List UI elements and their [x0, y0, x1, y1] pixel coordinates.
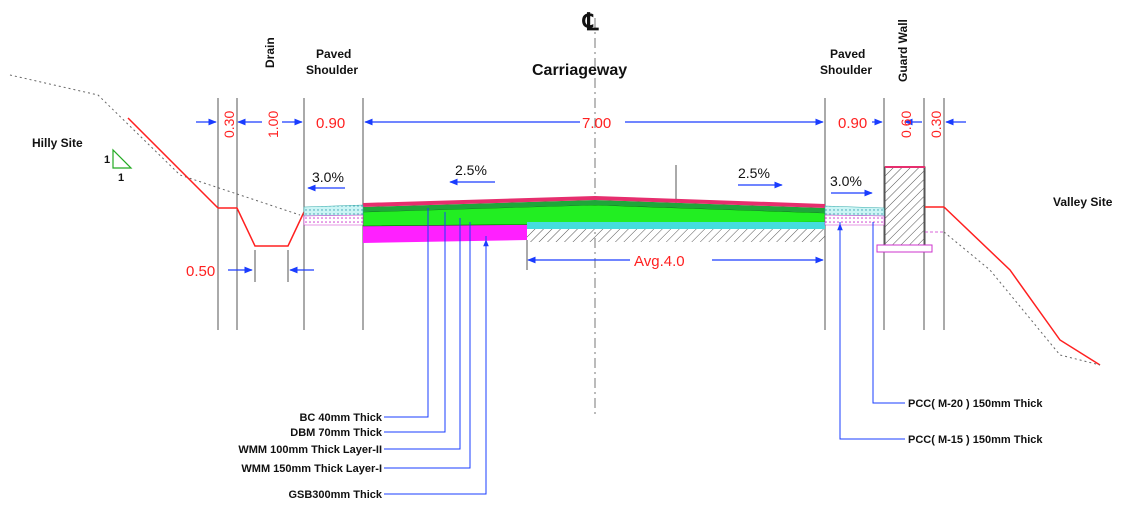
centerline-symbol: ℄ — [582, 9, 599, 36]
slope-rise-label: 1 — [104, 154, 110, 166]
layer-bc-label: BC 40mm Thick — [299, 412, 382, 424]
extension-lines — [217, 98, 945, 330]
dim-090-left: 0.90 — [316, 115, 345, 132]
right-shoulder-pcc — [824, 214, 885, 226]
slope-right-shoulder: 3.0% — [830, 173, 862, 189]
guard-wall-body — [884, 166, 926, 246]
bc-layer — [363, 196, 825, 208]
layer-wmm1-label: WMM 150mm Thick Layer-I — [241, 463, 382, 475]
guard-wall-label: Guard Wall — [896, 19, 910, 82]
layer-gsb-label: GSB300mm Thick — [288, 489, 382, 501]
valley-site-label: Valley Site — [1053, 195, 1113, 209]
valley-fill-line — [925, 206, 1101, 366]
leader-arrow-heads — [483, 223, 843, 250]
paved-shoulder-left-label-line2: Shoulder — [306, 63, 358, 77]
dbm-layer — [363, 200, 825, 213]
dim-030-left: 0.30 — [221, 111, 237, 138]
hilly-ground-dotted — [9, 74, 301, 216]
valley-ground-dotted — [943, 231, 1101, 366]
dim-050: 0.50 — [186, 263, 215, 280]
slope-arrows — [307, 178, 873, 197]
dim-060: 0.60 — [898, 111, 914, 138]
right-shoulder-surface — [824, 205, 885, 217]
dim-030-right: 0.30 — [928, 111, 944, 138]
paved-shoulder-right-label-line2: Shoulder — [820, 63, 872, 77]
pcc-right-cyan-layer — [527, 222, 825, 229]
dim-090-right: 0.90 — [838, 115, 867, 132]
left-shoulder-surface — [303, 204, 364, 217]
slope-left-carriageway: 2.5% — [455, 162, 487, 178]
slope-left-shoulder: 3.0% — [312, 169, 344, 185]
drain-label: Drain — [263, 37, 277, 68]
hilly-site-label: Hilly Site — [32, 136, 83, 150]
paved-shoulder-left-label-line1: Paved — [316, 47, 351, 61]
carriageway-label: Carriageway — [532, 62, 627, 79]
dim-700: 7.00 — [582, 115, 611, 132]
layer-wmm2-label: WMM 100mm Thick Layer-II — [238, 444, 382, 456]
hilly-cut-line — [127, 117, 305, 247]
left-shoulder-pcc — [303, 214, 364, 226]
dim-100: 1.00 — [265, 111, 281, 138]
hatched-fill-base — [527, 229, 825, 242]
slope-triangle-icon — [112, 148, 133, 169]
paved-shoulder-right-label-line1: Paved — [830, 47, 865, 61]
slope-run-label: 1 — [118, 172, 124, 184]
layer-leader-lines — [384, 208, 905, 495]
layer-pcc20-label: PCC( M-20 ) 150mm Thick — [908, 398, 1043, 410]
layer-dbm-label: DBM 70mm Thick — [290, 427, 383, 439]
guard-wall-footing — [876, 244, 933, 253]
slope-right-carriageway: 2.5% — [738, 165, 770, 181]
layer-pcc15-label: PCC( M-15 ) 150mm Thick — [908, 434, 1043, 446]
dim-avg: Avg.4.0 — [634, 253, 685, 270]
